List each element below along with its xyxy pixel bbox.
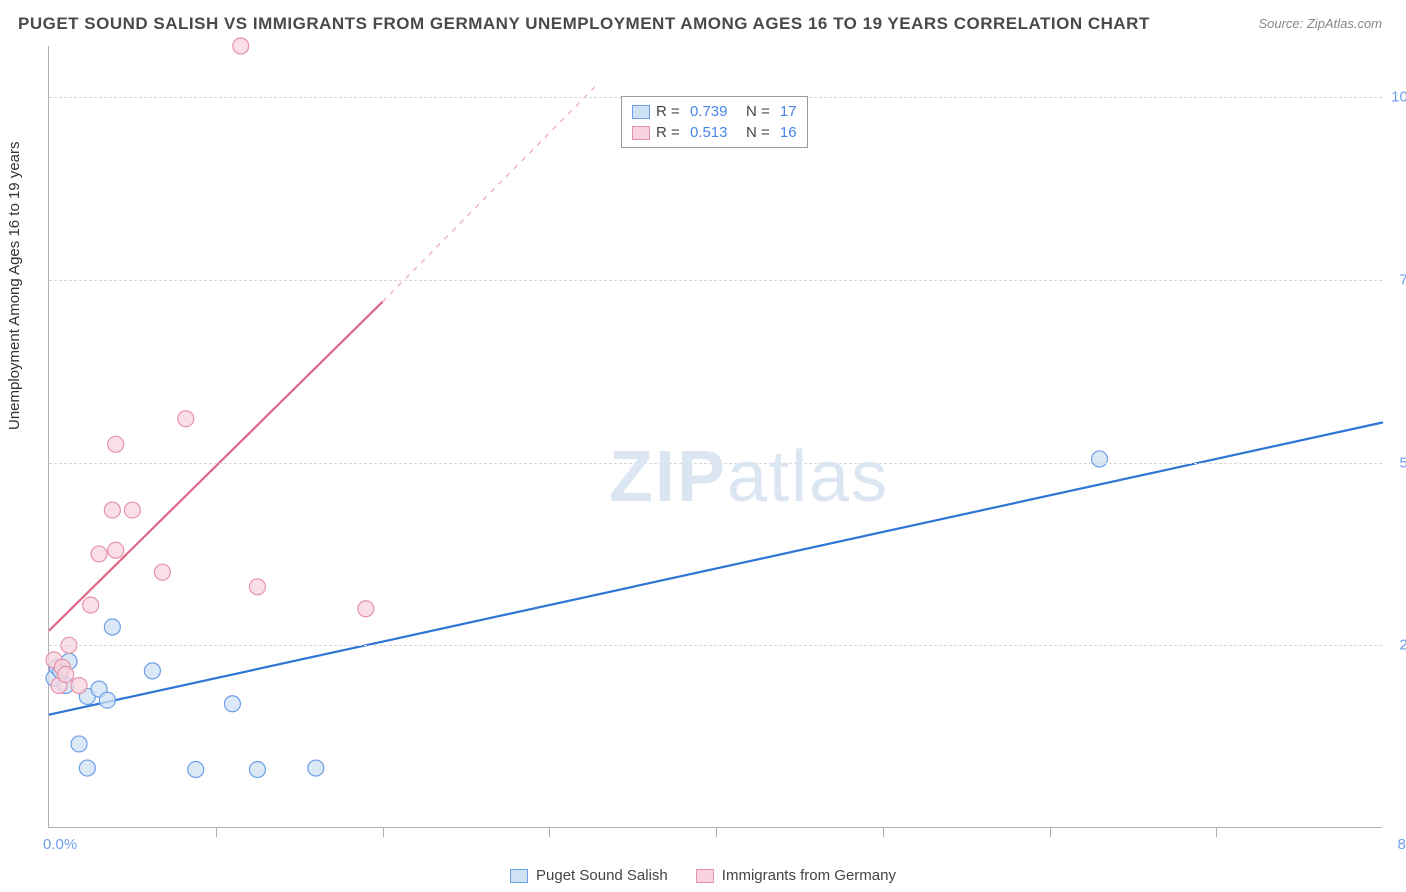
data-point [104, 502, 120, 518]
x-tick [1216, 827, 1217, 837]
y-axis-label: Unemployment Among Ages 16 to 19 years [6, 141, 23, 430]
source-label: Source: ZipAtlas.com [1258, 16, 1382, 31]
data-point [308, 760, 324, 776]
x-tick [1050, 827, 1051, 837]
data-point [249, 762, 265, 778]
n-value: 17 [780, 103, 797, 120]
data-point [358, 601, 374, 617]
chart-title: PUGET SOUND SALISH VS IMMIGRANTS FROM GE… [18, 14, 1150, 34]
r-label: R = [656, 124, 684, 141]
x-tick [383, 827, 384, 837]
y-tick-label: 100.0% [1391, 89, 1406, 106]
data-point [71, 736, 87, 752]
r-value: 0.513 [690, 124, 728, 141]
r-label: R = [656, 103, 684, 120]
legend-stats: R = 0.739 N = 17R = 0.513 N = 16 [621, 96, 808, 148]
data-point [108, 436, 124, 452]
data-point [58, 667, 74, 683]
y-tick-label: 75.0% [1399, 271, 1406, 288]
legend-swatch [696, 869, 714, 883]
trend-line-dashed [383, 83, 600, 302]
x-tick [216, 827, 217, 837]
data-point [108, 542, 124, 558]
x-tick [549, 827, 550, 837]
legend-swatch [632, 105, 650, 119]
gridline-h [49, 463, 1382, 464]
legend-stats-row: R = 0.739 N = 17 [632, 101, 797, 122]
r-value: 0.739 [690, 103, 728, 120]
data-point [83, 597, 99, 613]
legend-label: Puget Sound Salish [536, 867, 668, 884]
x-tick [883, 827, 884, 837]
data-point [71, 677, 87, 693]
chart-svg [49, 46, 1382, 827]
n-label: N = [733, 103, 773, 120]
data-point [124, 502, 140, 518]
data-point [233, 38, 249, 54]
data-point [144, 663, 160, 679]
x-tick-label: 0.0% [43, 836, 77, 853]
gridline-h [49, 645, 1382, 646]
y-tick-label: 25.0% [1399, 637, 1406, 654]
x-tick-label: 80.0% [1397, 836, 1406, 853]
data-point [224, 696, 240, 712]
gridline-h [49, 280, 1382, 281]
legend-label: Immigrants from Germany [722, 867, 896, 884]
data-point [99, 692, 115, 708]
data-point [79, 760, 95, 776]
plot-area: 25.0%50.0%75.0%100.0%0.0%80.0%ZIPatlasR … [48, 46, 1382, 828]
legend-bottom: Puget Sound Salish Immigrants from German… [0, 867, 1406, 884]
data-point [188, 762, 204, 778]
data-point [1092, 451, 1108, 467]
legend-item: Immigrants from Germany [696, 867, 896, 884]
legend-swatch [510, 869, 528, 883]
data-point [178, 411, 194, 427]
n-value: 16 [780, 124, 797, 141]
data-point [249, 579, 265, 595]
legend-swatch [632, 126, 650, 140]
data-point [91, 546, 107, 562]
x-tick [716, 827, 717, 837]
legend-stats-row: R = 0.513 N = 16 [632, 122, 797, 143]
trend-line [49, 302, 383, 631]
legend-item: Puget Sound Salish [510, 867, 668, 884]
n-label: N = [733, 124, 773, 141]
data-point [154, 564, 170, 580]
y-tick-label: 50.0% [1399, 454, 1406, 471]
trend-line [49, 422, 1383, 714]
data-point [104, 619, 120, 635]
